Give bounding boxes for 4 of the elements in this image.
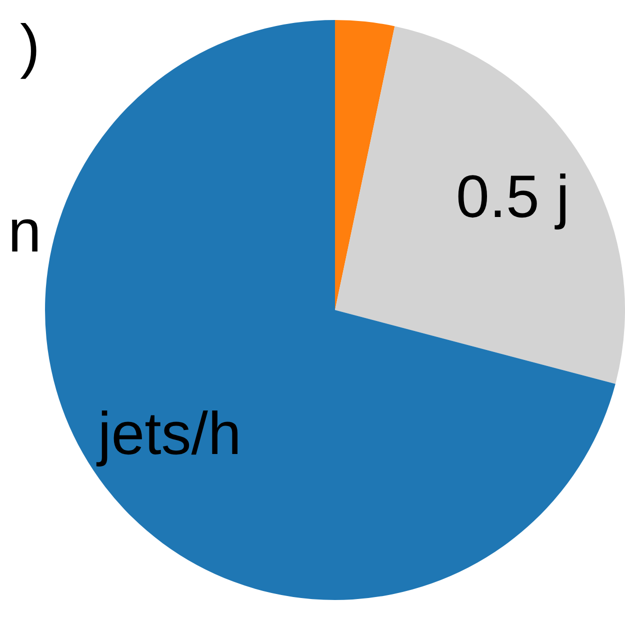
slice-label: 0.5 j	[456, 162, 570, 230]
slice-label: jets/h	[96, 400, 242, 468]
text: )	[20, 12, 40, 80]
text: n	[8, 198, 42, 265]
